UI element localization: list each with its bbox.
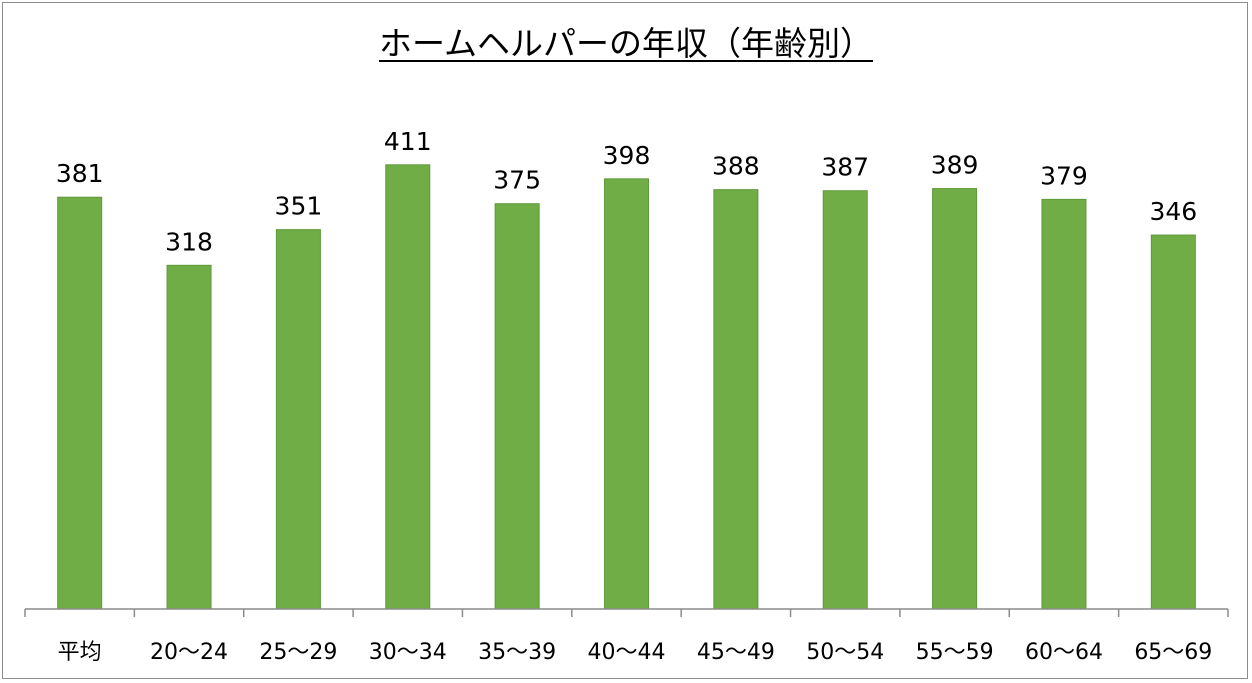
data-label-5: 398: [603, 141, 651, 170]
x-tick-label-10: 65〜69: [1134, 640, 1212, 665]
data-label-4: 375: [493, 166, 541, 195]
x-tick-label-1: 20〜24: [150, 640, 228, 665]
x-tick-label-0: 平均: [58, 640, 102, 665]
x-tick-label-5: 40〜44: [588, 640, 666, 665]
data-label-8: 389: [931, 151, 979, 180]
data-label-7: 387: [821, 153, 869, 182]
x-tick-label-9: 60〜64: [1025, 640, 1103, 665]
x-tick-label-3: 30〜34: [369, 640, 447, 665]
bar-1: [166, 264, 212, 610]
x-axis: [24, 608, 1229, 617]
x-tick-label-6: 45〜49: [697, 640, 775, 665]
data-labels-group: 381 318 351 411 375 398 388 387 389 379 346: [56, 127, 1197, 257]
bar-6: [713, 189, 759, 610]
data-label-3: 411: [384, 127, 432, 156]
data-label-2: 351: [275, 192, 323, 221]
data-label-9: 379: [1040, 161, 1088, 190]
x-tick-label-7: 50〜54: [806, 640, 884, 665]
bar-5: [604, 178, 649, 610]
x-tick-label-2: 25〜29: [259, 640, 337, 665]
x-tick-label-4: 35〜39: [478, 640, 556, 665]
data-label-10: 346: [1149, 197, 1197, 226]
chart-title-text: ホームヘルパーの年収（年齢別）: [378, 24, 873, 63]
data-label-6: 388: [712, 152, 760, 181]
bar-4: [494, 203, 540, 610]
x-tick-labels-group: 平均 20〜24 25〜29 30〜34 35〜39 40〜44 45〜49 50〜54 55〜…: [58, 640, 1213, 665]
bar-7: [822, 190, 868, 610]
bar-10: [1150, 234, 1196, 610]
x-tick-label-8: 55〜59: [916, 640, 994, 665]
bar-0: [57, 196, 103, 610]
bar-8: [932, 188, 978, 610]
data-label-1: 318: [165, 227, 213, 256]
bar-9: [1041, 198, 1087, 610]
bar-2: [275, 229, 321, 610]
data-label-0: 381: [56, 159, 104, 188]
bar-3: [385, 164, 431, 610]
chart-title: ホームヘルパーの年収（年齢別）: [0, 22, 1252, 66]
bars-group: [57, 164, 1196, 610]
